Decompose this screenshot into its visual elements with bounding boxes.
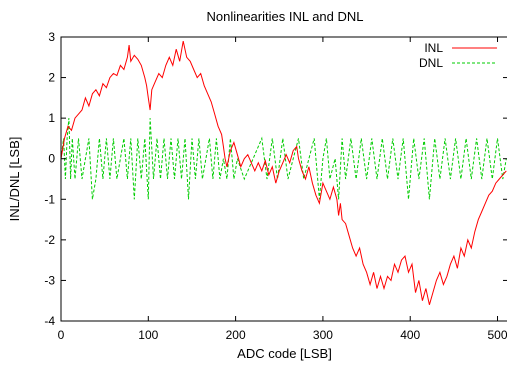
x-tick-label: 500 (488, 328, 507, 342)
plot-frame (60, 36, 507, 322)
chart-title: Nonlinearities INL and DNL (206, 9, 363, 24)
x-tick-label: 300 (313, 328, 333, 342)
y-tick-label: -2 (44, 233, 55, 247)
legend-label-inl: INL (424, 41, 443, 55)
x-tick-label: 400 (400, 328, 420, 342)
series-inl-line (60, 40, 507, 305)
x-tick-label: 200 (226, 328, 246, 342)
y-tick-label: -4 (44, 314, 55, 328)
x-axis-label: ADC code [LSB] (237, 346, 332, 361)
y-axis: -4 -3 -2 -1 0 1 2 3 (44, 30, 507, 328)
legend: INL DNL (419, 41, 497, 70)
y-tick-label: 1 (48, 111, 55, 125)
y-tick-label: -3 (44, 273, 55, 287)
y-tick-label: -1 (44, 192, 55, 206)
legend-label-dnl: DNL (419, 56, 443, 70)
y-tick-label: 3 (48, 30, 55, 44)
y-tick-label: 0 (48, 152, 55, 166)
x-tick-label: 100 (138, 328, 158, 342)
y-axis-label: INL/DNL [LSB] (7, 137, 22, 222)
x-tick-label: 0 (58, 328, 65, 342)
x-axis: 0 100 200 300 400 500 (58, 37, 507, 342)
plot-area (60, 40, 507, 305)
series-dnl-line (60, 118, 507, 200)
y-tick-label: 2 (48, 71, 55, 85)
